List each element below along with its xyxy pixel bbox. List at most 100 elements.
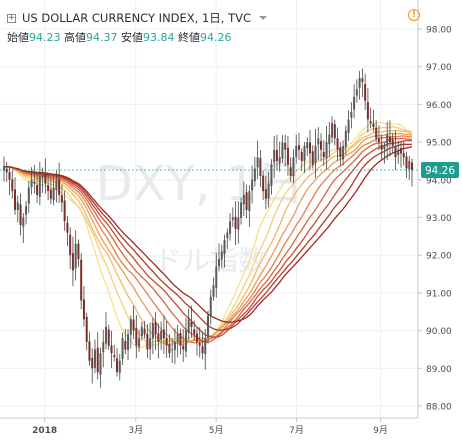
price-tag: 94.26 xyxy=(421,161,459,178)
candle-body xyxy=(85,316,88,342)
candle-body xyxy=(284,142,287,150)
candle-body xyxy=(333,124,336,139)
candle-body xyxy=(306,142,309,149)
candle-body xyxy=(394,146,397,158)
candle-body xyxy=(325,142,328,159)
candle-body xyxy=(11,179,14,192)
candle-body xyxy=(408,160,411,170)
candle-body xyxy=(47,185,50,192)
candle-body xyxy=(14,189,17,210)
y-tick-label: 94.00 xyxy=(426,176,452,186)
candle-body xyxy=(344,130,347,147)
exclamation-circle-icon[interactable]: ! xyxy=(408,9,420,21)
candle-body xyxy=(300,151,303,161)
candle-body xyxy=(207,315,209,338)
low-label: 安値 xyxy=(121,31,143,44)
candle-body xyxy=(240,202,243,218)
y-tick-label: 92.00 xyxy=(426,252,452,262)
candle-body xyxy=(107,329,110,346)
candle-body xyxy=(157,333,160,342)
candle-body xyxy=(187,319,190,333)
candle-body xyxy=(44,173,47,184)
y-tick-label: 88.00 xyxy=(426,403,452,413)
candle-body xyxy=(366,102,369,120)
ohlc-legend: 始値94.23 高値94.37 安値93.84 終値94.26 xyxy=(7,29,232,45)
time-axis: 2018 3月 5月 7月 9月 xyxy=(32,418,388,436)
candle-body xyxy=(132,319,135,331)
watermark-name: ドル指数 xyxy=(154,244,266,277)
candle-body xyxy=(41,172,44,177)
candle-body xyxy=(286,147,289,165)
high-value: 94.37 xyxy=(86,31,118,44)
candle-body xyxy=(377,138,380,143)
candle-body xyxy=(121,338,124,360)
candle-body xyxy=(350,111,353,118)
grid xyxy=(0,0,418,418)
candle-body xyxy=(77,243,80,259)
y-tick-label: 95.00 xyxy=(426,139,452,149)
price-tag-bg xyxy=(421,161,459,178)
candle-body xyxy=(212,285,215,297)
candle-body xyxy=(151,323,154,339)
candle-body xyxy=(30,179,33,188)
candle-body xyxy=(383,145,386,150)
candle-body xyxy=(278,157,281,164)
candle-body xyxy=(289,167,292,177)
x-tick-label: 5月 xyxy=(209,425,224,436)
candle-body xyxy=(63,200,66,222)
candle-body xyxy=(388,136,391,143)
candle-body xyxy=(74,243,77,269)
candle-body xyxy=(162,329,165,339)
candle-body xyxy=(182,345,185,350)
plus-box-icon[interactable]: + xyxy=(7,13,16,23)
candle-body xyxy=(281,142,284,159)
candle-body xyxy=(193,329,196,335)
candle-body xyxy=(60,195,63,203)
candle-body xyxy=(402,152,405,158)
y-tick-label: 93.00 xyxy=(426,214,452,224)
candle-body xyxy=(355,89,358,96)
candle-body xyxy=(242,194,245,205)
candle-body xyxy=(69,234,72,256)
chevron-down-icon[interactable] xyxy=(259,16,268,20)
candle-body xyxy=(399,147,402,154)
candle-body xyxy=(36,185,39,195)
candle-body xyxy=(297,145,300,150)
candle-body xyxy=(179,333,182,346)
candle-body xyxy=(273,149,276,163)
y-tick-label: 89.00 xyxy=(426,365,452,375)
candle-body xyxy=(264,189,267,199)
candle-body xyxy=(165,337,168,346)
x-tick-label: 3月 xyxy=(128,425,143,436)
candle-body xyxy=(33,181,36,184)
candle-body xyxy=(270,164,273,186)
candle-body xyxy=(245,192,248,210)
candle-body xyxy=(118,360,121,373)
candle-body xyxy=(309,142,311,154)
candle-body xyxy=(204,338,207,355)
candle-body xyxy=(8,172,11,180)
candle-body xyxy=(372,123,375,128)
candle-body xyxy=(201,346,204,354)
candle-body xyxy=(154,322,157,335)
candle-body xyxy=(16,202,19,210)
chart-header: + US DOLLAR CURRENCY INDEX, 1日, TVC xyxy=(7,10,268,26)
candle-body xyxy=(49,189,52,199)
candle-body xyxy=(336,138,339,150)
candle-body xyxy=(295,145,298,158)
candle-body xyxy=(331,123,334,138)
candle-body xyxy=(52,187,55,201)
candle-body xyxy=(25,206,28,215)
watermark: DXY, 1日 ドル指数 xyxy=(96,156,304,277)
candle-body xyxy=(110,345,113,354)
candle-body xyxy=(256,157,259,168)
candle-body xyxy=(96,347,99,373)
symbol-title[interactable]: US DOLLAR CURRENCY INDEX, 1日, TVC xyxy=(22,11,252,25)
candle-body xyxy=(220,251,223,260)
candle-body xyxy=(215,266,218,288)
candle-body xyxy=(317,138,320,145)
candle-body xyxy=(397,149,400,156)
candle-body xyxy=(190,321,193,327)
